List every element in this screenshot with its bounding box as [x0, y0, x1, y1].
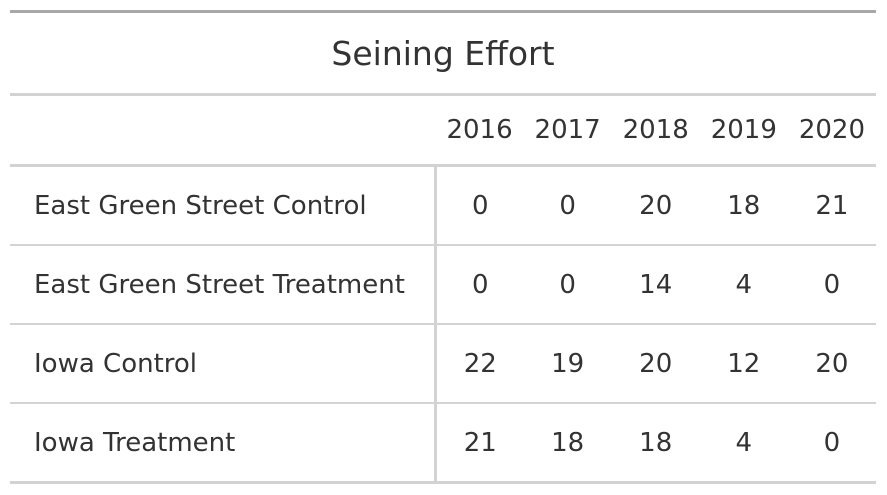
column-header-2020: 2020 [787, 94, 876, 167]
table-cell: 12 [699, 323, 788, 403]
table-row: Iowa Treatment 21 18 18 4 0 [10, 402, 876, 483]
table-cell: 20 [639, 190, 673, 221]
table-cell: 20 [787, 323, 876, 403]
table-row: East Green Street Control 0 0 20 18 21 [10, 165, 876, 245]
title-row: Seining Effort [10, 11, 876, 96]
table-cell: 21 [815, 190, 849, 221]
table-cell: 0 [523, 244, 612, 324]
table-row: East Green Street Treatment 0 0 14 4 0 [10, 244, 876, 324]
table-cell: 0 [472, 190, 489, 221]
seining-effort-table: Seining Effort 2016 2017 2018 2019 2020 … [10, 10, 876, 484]
table-cell: 19 [523, 323, 612, 403]
table-cell: 0 [787, 402, 876, 483]
table-cell: 0 [787, 244, 876, 324]
table-cell: 4 [699, 244, 788, 324]
stub-header [10, 94, 436, 167]
table-cell: 0 [559, 190, 576, 221]
table-cell: 18 [611, 402, 700, 483]
table-cell: 14 [611, 244, 700, 324]
table-cell: 21 [435, 402, 524, 483]
table-cell: 20 [611, 323, 700, 403]
table-title: Seining Effort [10, 11, 876, 96]
column-header-row: 2016 2017 2018 2019 2020 [10, 94, 876, 167]
row-label: Iowa Treatment [10, 402, 437, 483]
table-cell: 18 [727, 190, 761, 221]
row-label: Iowa Control [10, 323, 437, 403]
row-label: East Green Street Control [10, 165, 437, 245]
column-header-2017: 2017 [523, 94, 612, 167]
table-row: Iowa Control 22 19 20 12 20 [10, 323, 876, 403]
data-table-container: Seining Effort 2016 2017 2018 2019 2020 … [10, 10, 876, 484]
column-header-2019: 2019 [699, 94, 788, 167]
row-label: East Green Street Treatment [10, 244, 437, 324]
table-cell: 22 [435, 323, 524, 403]
column-header-2018: 2018 [611, 94, 700, 167]
table-cell: 18 [523, 402, 612, 483]
table-cell: 4 [699, 402, 788, 483]
table-cell: 0 [435, 244, 524, 324]
column-header-2016: 2016 [435, 94, 524, 167]
